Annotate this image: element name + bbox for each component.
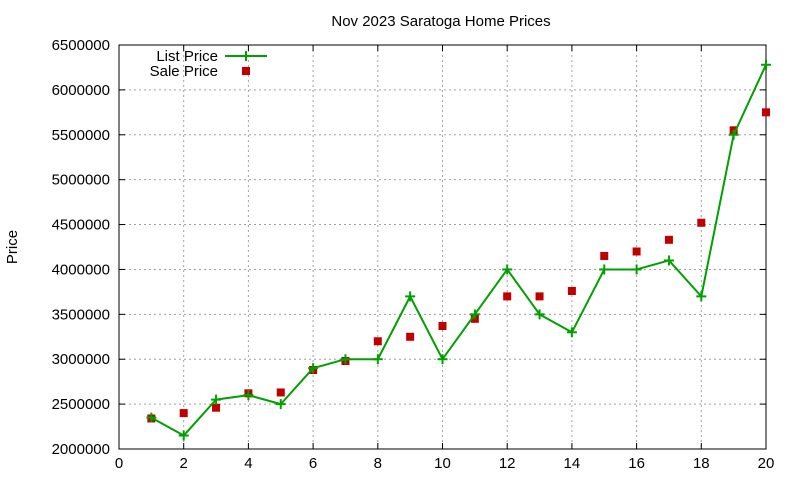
list-price-point xyxy=(275,399,286,410)
sale-price-point xyxy=(664,235,673,244)
y-tick-label: 4000000 xyxy=(52,261,110,278)
sale-price-point xyxy=(276,388,285,397)
list-price-point xyxy=(502,264,513,275)
legend-label-sale-price: Sale Price xyxy=(150,63,218,80)
x-tick-label: 12 xyxy=(499,455,516,472)
y-tick-label: 2000000 xyxy=(52,441,110,458)
grid xyxy=(119,45,766,449)
sale-price-point xyxy=(697,218,706,227)
list-price-point xyxy=(372,354,383,365)
sale-price-point xyxy=(438,322,447,331)
x-tick-label: 14 xyxy=(564,455,581,472)
x-tick-label: 4 xyxy=(244,455,252,472)
list-price-point xyxy=(663,255,674,266)
legend-label-list-price: List Price xyxy=(156,48,218,65)
list-price-point xyxy=(534,309,545,320)
list-price-point xyxy=(405,291,416,302)
y-tick-label: 6500000 xyxy=(52,37,110,54)
x-tick-label: 18 xyxy=(693,455,710,472)
list-price-line xyxy=(150,64,767,437)
y-tick-label: 5500000 xyxy=(52,127,110,144)
list-price-point xyxy=(469,309,480,320)
sale-price-point xyxy=(179,409,188,418)
sale-price-point xyxy=(373,337,382,346)
legend: List Price Sale Price xyxy=(150,48,267,80)
y-tick-label: 4500000 xyxy=(52,217,110,234)
legend-marker-sale-price xyxy=(242,67,250,75)
x-tick-label: 2 xyxy=(180,455,188,472)
legend-marker-list-price xyxy=(241,51,251,61)
x-tick-label: 0 xyxy=(115,455,123,472)
list-price-point xyxy=(566,327,577,338)
list-price-point xyxy=(340,354,351,365)
sale-price-point xyxy=(212,403,221,412)
y-axis-label: Price xyxy=(4,230,21,264)
sale-price-point xyxy=(600,251,609,260)
list-price-point xyxy=(437,354,448,365)
list-price-point xyxy=(761,59,771,70)
sale-price-point xyxy=(567,286,576,295)
list-price-point xyxy=(146,412,157,423)
y-tick-label: 3000000 xyxy=(52,351,110,368)
axis-ticks: 0 2 4 6 8 10 12 14 16 18 20 2000000 2500000 3000000 35… xyxy=(52,37,775,472)
x-tick-label: 20 xyxy=(758,455,775,472)
series-layer xyxy=(146,59,771,441)
x-tick-label: 16 xyxy=(628,455,645,472)
y-tick-label: 6000000 xyxy=(52,82,110,99)
list-price-point xyxy=(243,390,254,401)
chart-title: Nov 2023 Saratoga Home Prices xyxy=(331,13,550,30)
sale-price-point xyxy=(535,292,544,301)
y-tick-label: 2500000 xyxy=(52,396,110,413)
y-tick-label: 3500000 xyxy=(52,306,110,323)
sale-price-point xyxy=(503,292,512,301)
list-price-point xyxy=(178,430,189,441)
list-price-point xyxy=(631,264,642,275)
y-tick-label: 5000000 xyxy=(52,172,110,189)
sale-price-point xyxy=(632,247,641,256)
list-price-point xyxy=(211,394,222,405)
x-tick-label: 8 xyxy=(374,455,382,472)
x-tick-label: 10 xyxy=(434,455,451,472)
list-price-point xyxy=(728,129,739,140)
list-price-point xyxy=(599,264,610,275)
list-price-point xyxy=(696,291,707,302)
sale-price-point xyxy=(406,332,415,341)
x-tick-label: 6 xyxy=(309,455,317,472)
list-price-point xyxy=(308,363,319,374)
sale-price-point xyxy=(762,108,770,117)
